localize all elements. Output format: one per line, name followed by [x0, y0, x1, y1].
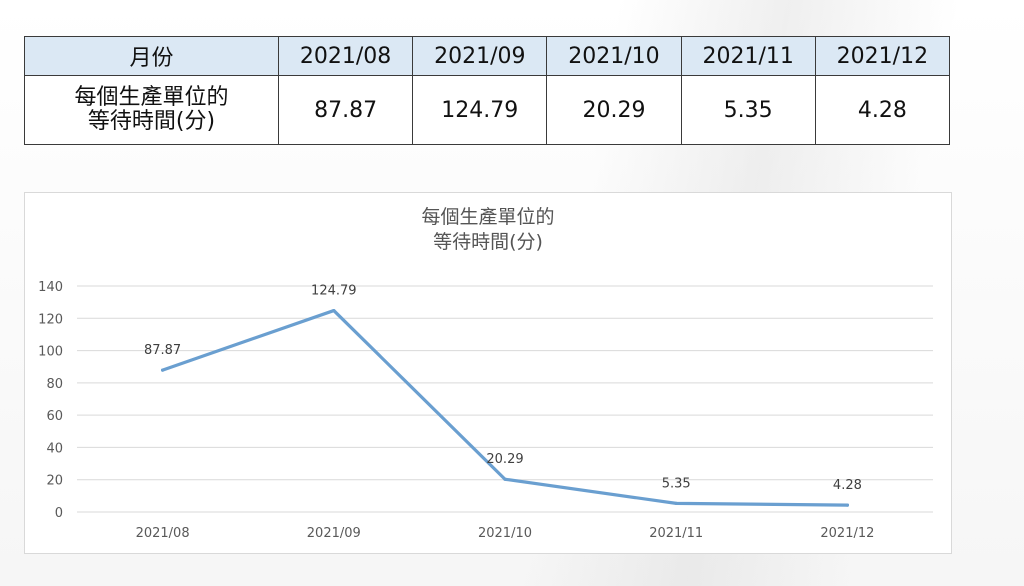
- row-label-line1: 每個生產單位的: [74, 85, 229, 110]
- header-month: 2021/10: [546, 36, 682, 76]
- header-month: 2021/11: [680, 36, 816, 76]
- data-point: [161, 368, 165, 372]
- data-point: [674, 501, 678, 505]
- data-label: 4.28: [833, 478, 862, 493]
- data-point: [503, 477, 507, 481]
- header-month: 2021/09: [412, 36, 548, 76]
- data-label: 87.87: [144, 343, 181, 358]
- row-label-line2: 等待時間(分): [87, 109, 216, 134]
- x-tick-label: 2021/08: [136, 526, 190, 541]
- y-tick-label: 100: [38, 345, 63, 360]
- line-chart: 0 20 40 60 80 100 120 140 2021/08 2021/09 2021/10 2…: [38, 280, 933, 541]
- y-tick-label: 140: [38, 280, 63, 295]
- x-tick-label: 2021/12: [820, 526, 874, 541]
- table-header-row: 月份 2021/08 2021/09 2021/10 2021/11 2021/…: [24, 36, 951, 76]
- table-cell: 87.87: [277, 75, 414, 145]
- table-cell: 5.35: [680, 75, 816, 145]
- y-tick-label: 40: [46, 441, 63, 456]
- data-table: 月份 2021/08 2021/09 2021/10 2021/11 2021/…: [24, 36, 951, 145]
- x-tick-label: 2021/10: [478, 526, 532, 541]
- table-cell: 20.29: [546, 75, 682, 145]
- chart-title: 每個生產單位的 等待時間(分): [25, 205, 951, 255]
- y-tick-label: 80: [46, 377, 63, 392]
- y-tick-label: 0: [55, 506, 63, 521]
- chart-card: 每個生產單位的 等待時間(分) 0 20 40 60 80 100 120 140 2021/0…: [24, 192, 952, 554]
- series-line: [161, 308, 850, 507]
- data-label: 5.35: [662, 476, 691, 491]
- data-label: 124.79: [311, 284, 357, 299]
- chart-title-line2: 等待時間(分): [433, 231, 543, 253]
- y-tick-label: 120: [38, 312, 63, 327]
- header-month: 2021/12: [814, 36, 951, 76]
- table-cell: 124.79: [412, 75, 548, 145]
- chart-title-line1: 每個生產單位的: [421, 206, 555, 228]
- data-label: 20.29: [486, 452, 523, 467]
- y-tick-label: 60: [46, 409, 63, 424]
- header-month: 2021/08: [277, 36, 414, 76]
- header-month-label: 月份: [24, 36, 279, 76]
- data-point: [332, 308, 336, 313]
- data-point: [845, 503, 850, 507]
- table-cell: 4.28: [814, 75, 951, 145]
- row-label: 每個生產單位的 等待時間(分): [24, 75, 279, 145]
- x-tick-label: 2021/09: [307, 526, 361, 541]
- y-tick-label: 20: [46, 474, 63, 489]
- table-row: 每個生產單位的 等待時間(分) 87.87 124.79 20.29 5.35 …: [24, 75, 951, 145]
- x-tick-label: 2021/11: [649, 526, 703, 541]
